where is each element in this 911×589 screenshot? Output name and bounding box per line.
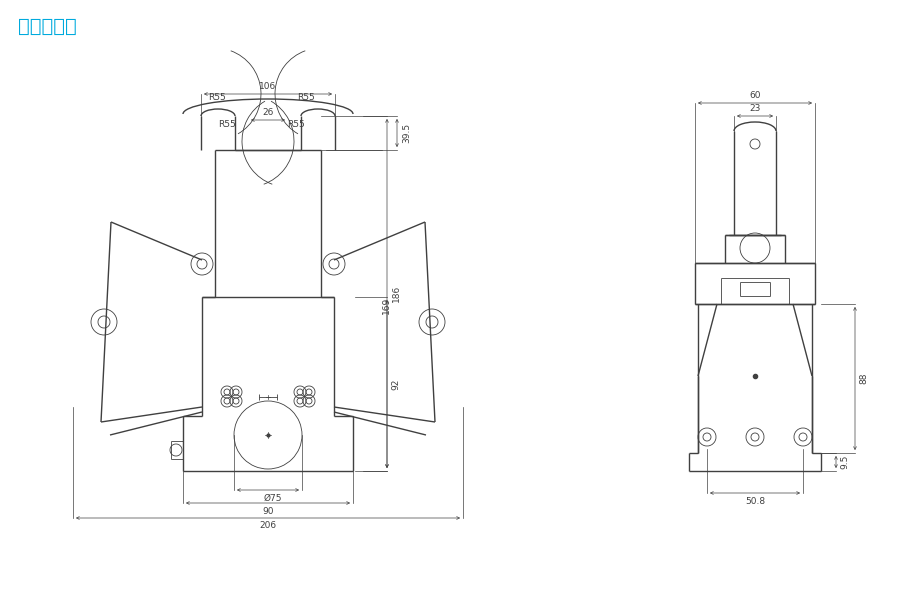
Text: Ø75: Ø75 (263, 494, 281, 502)
Text: R55: R55 (297, 92, 314, 101)
Text: 60: 60 (749, 91, 760, 100)
Text: R55: R55 (208, 92, 226, 101)
Text: 50.8: 50.8 (744, 497, 764, 505)
Text: 92: 92 (391, 378, 400, 390)
Text: 186: 186 (391, 285, 400, 302)
Text: R55: R55 (287, 120, 304, 128)
Text: 9.5: 9.5 (840, 455, 848, 469)
Text: 26: 26 (262, 108, 273, 117)
Text: 23: 23 (749, 104, 760, 112)
Text: 88: 88 (858, 373, 867, 384)
Text: 产品尺寸图: 产品尺寸图 (18, 17, 77, 36)
Text: 106: 106 (259, 81, 276, 91)
Text: 169: 169 (381, 297, 390, 314)
Text: 39.5: 39.5 (402, 123, 411, 143)
Text: R55: R55 (218, 120, 236, 128)
Text: 90: 90 (262, 507, 273, 515)
Text: 206: 206 (259, 521, 276, 531)
